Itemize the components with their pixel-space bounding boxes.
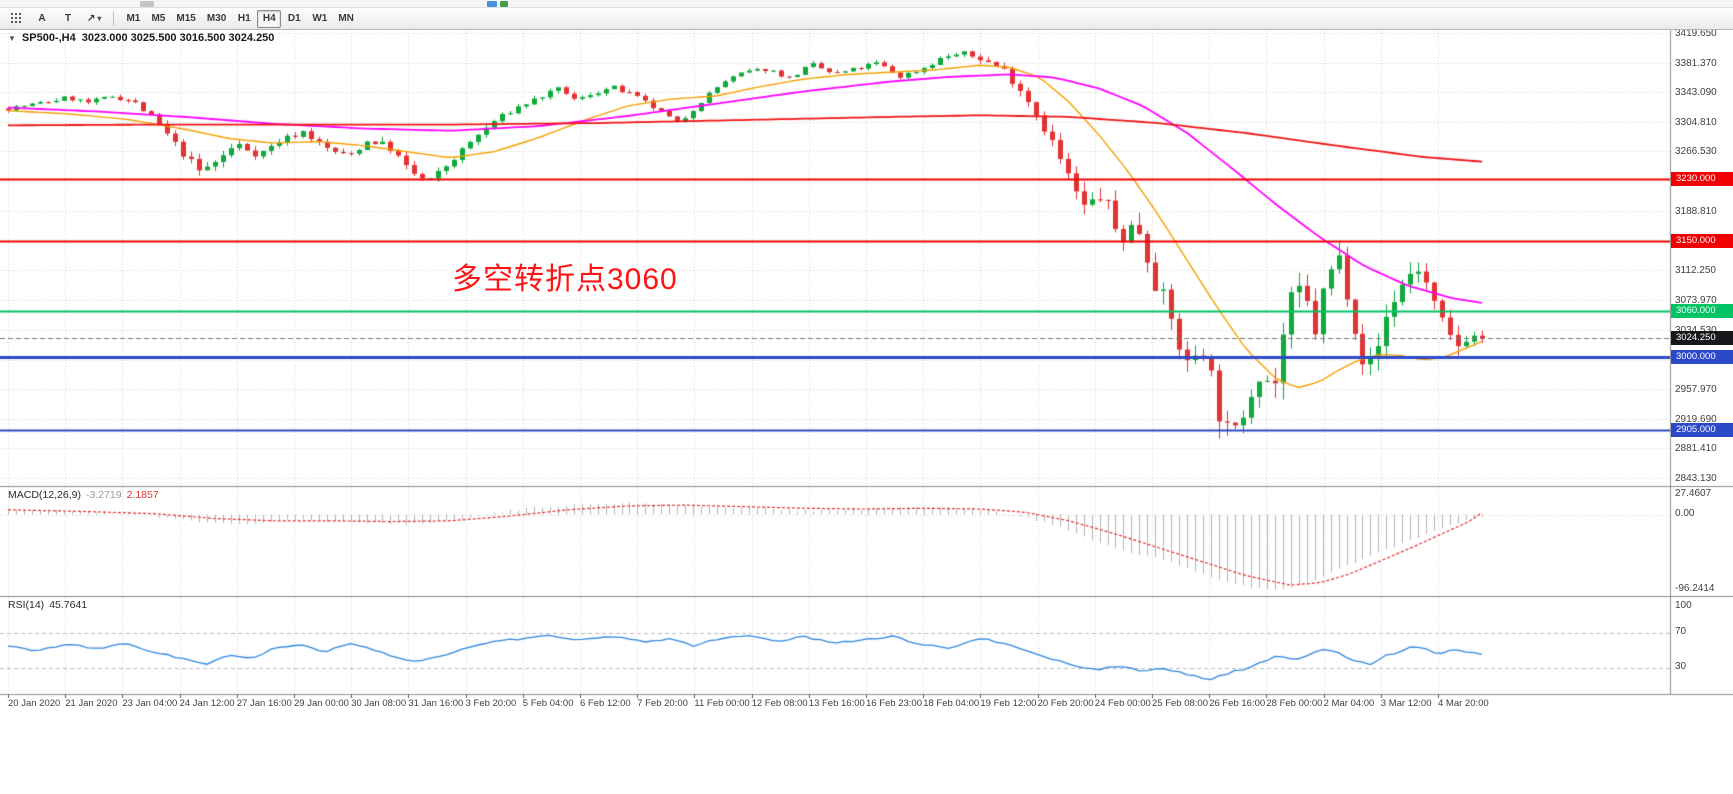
crosshair-tool-button[interactable] [4,10,28,28]
pivot-3060-price-label: 3060.000 [1671,303,1733,318]
timeframe-m1-button[interactable]: M1 [121,10,145,28]
price-axis-label: 2843.130 [1675,473,1717,484]
chart-text-annotation[interactable]: 多空转折点3060 [452,263,678,296]
time-axis-label: 19 Feb 12:00 [980,698,1037,709]
chart-symbol-timeframe: SP500-,H4 [21,32,76,44]
rsi-value: 45.7641 [49,599,88,611]
price-axis-label: 3419.650 [1675,28,1717,39]
time-axis-label: 13 Feb 16:00 [808,698,865,709]
price-axis-label: 3266.530 [1675,146,1717,158]
macd-axis-max: 27.4607 [1675,488,1712,499]
time-axis-label: 7 Feb 20:00 [637,698,688,709]
chart-ohlc-values: 3023.000 3025.500 3016.500 3024.250 [81,32,275,44]
rsi-indicator-label: RSI(14) 45.7641 [8,599,87,611]
price-axis-label: 2881.410 [1675,443,1717,455]
timeframe-d1-button[interactable]: D1 [282,10,306,28]
timeframe-m30-button[interactable]: M30 [202,10,231,28]
support-3000-price-label: 3000.000 [1671,349,1733,364]
rsi-axis-30: 30 [1675,661,1687,672]
time-axis-label: 21 Jan 2020 [65,698,118,709]
dropdown-triangle-icon[interactable]: ▼ [8,33,16,43]
time-axis-label: 25 Feb 08:00 [1152,698,1208,709]
cropped-top-toolbar [0,0,1733,8]
price-axis-label: 2919.690 [1675,413,1717,425]
rsi-name: RSI(14) [8,599,45,611]
timeframe-w1-button[interactable]: W1 [307,10,332,28]
time-axis-label: 20 Feb 20:00 [1037,698,1094,709]
time-axis-label: 28 Feb 00:00 [1266,698,1323,709]
timeframe-m5-button[interactable]: M5 [146,10,170,28]
current-price-label: 3024.250 [1671,331,1733,346]
rsi-axis-70: 70 [1675,626,1687,637]
time-axis-label: 31 Jan 16:00 [408,698,464,709]
time-axis-label: 18 Feb 04:00 [923,698,980,709]
macd-name: MACD(12,26,9) [8,489,81,501]
resistance-3150-price-label: 3150.000 [1671,234,1733,249]
time-axis-label: 3 Mar 12:00 [1380,698,1432,709]
chart-title: ▼ SP500-,H4 3023.000 3025.500 3016.500 3… [8,32,274,44]
timeframe-m15-button[interactable]: M15 [171,10,200,28]
time-axis-label: 2 Mar 04:00 [1323,698,1375,709]
time-axis-label: 27 Jan 16:00 [236,698,292,709]
timeframe-h4-button[interactable]: H4 [257,9,282,28]
arrow-object-icon: ↗ [87,13,96,24]
toolbar-icon-fragment [487,1,497,7]
time-axis-label: 29 Jan 00:00 [294,698,349,709]
time-axis-label: 16 Feb 23:00 [866,698,922,709]
time-axis-label: 24 Jan 12:00 [179,698,235,709]
time-axis-label: 20 Jan 2020 [8,698,61,709]
timeframe-group: M1 M5 M15 M30 H1 H4 D1 W1 MN [121,9,359,28]
price-axis-label: 3034.530 [1675,325,1717,336]
time-axis-label: 6 Feb 12:00 [580,698,631,709]
support-2905-price-label: 2905.000 [1671,423,1733,438]
toolbar-icon-fragment [500,1,508,7]
price-axis-label: 3188.810 [1675,206,1717,218]
price-axis-label: 2957.970 [1675,384,1717,396]
macd-signal-value: 2.1857 [126,489,159,501]
rsi-axis-100: 100 [1675,600,1692,611]
time-axis-label: 12 Feb 08:00 [751,698,808,709]
time-axis-label: 5 Feb 04:00 [522,698,574,709]
toolbar-icon-fragment [140,1,154,7]
arrow-objects-button[interactable]: ↗ ▾ [82,10,106,28]
toolbar-separator [113,11,115,26]
timeframe-mn-button[interactable]: MN [333,10,359,28]
arrow-tool-button[interactable]: A [30,10,54,28]
grid-dots-icon [10,13,22,24]
macd-main-value: -3.2719 [85,489,122,501]
line-studies-toolbar: A T ↗ ▾ M1 M5 M15 M30 H1 H4 D1 W1 MN [0,8,1733,30]
timeframe-h1-button[interactable]: H1 [232,10,256,28]
macd-axis-min: -96.2414 [1675,583,1715,594]
price-axis-label: 3073.970 [1675,294,1717,306]
time-axis-label: 26 Feb 16:00 [1209,698,1266,709]
price-axis-label: 3381.370 [1675,57,1717,69]
macd-axis-zero: 0.00 [1675,508,1695,519]
macd-indicator-label: MACD(12,26,9) -3.2719 2.1857 [8,489,159,501]
chevron-down-icon: ▾ [97,14,102,23]
time-axis-label: 11 Feb 00:00 [694,698,750,709]
time-axis-label: 3 Feb 20:00 [465,698,517,709]
time-axis-label: 23 Jan 04:00 [122,698,178,709]
price-axis-label: 3304.810 [1675,116,1717,128]
price-axis-label: 3343.090 [1675,87,1717,99]
price-axis-label: 3112.250 [1675,265,1716,277]
text-tool-button[interactable]: T [56,10,80,28]
resistance-3230-price-label: 3230.000 [1671,172,1733,187]
time-axis-label: 30 Jan 08:00 [351,698,407,709]
time-axis-label: 24 Feb 00:00 [1094,698,1151,709]
time-axis-label: 4 Mar 20:00 [1438,698,1489,709]
